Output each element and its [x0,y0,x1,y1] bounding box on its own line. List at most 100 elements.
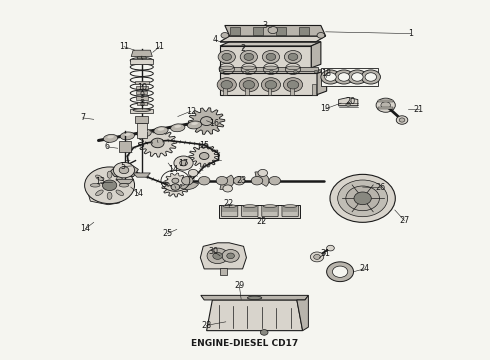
Text: 4: 4 [213,35,218,44]
Ellipse shape [116,190,123,195]
Ellipse shape [286,66,300,69]
Circle shape [287,81,299,89]
Ellipse shape [107,192,112,199]
Polygon shape [142,56,147,59]
Circle shape [327,245,334,251]
Circle shape [262,50,280,63]
Text: 23: 23 [236,176,246,185]
Polygon shape [138,129,177,157]
Text: 14: 14 [80,224,91,233]
Text: 17: 17 [178,158,189,167]
FancyBboxPatch shape [262,206,278,217]
Circle shape [332,266,348,277]
Text: 24: 24 [359,264,369,273]
Text: 25: 25 [162,229,172,238]
Circle shape [321,70,340,84]
Ellipse shape [103,134,118,142]
Text: 21: 21 [414,105,424,114]
Polygon shape [137,56,142,59]
Bar [136,96,148,100]
Text: 26: 26 [375,183,386,192]
Polygon shape [88,184,124,205]
Text: 19: 19 [320,104,331,113]
Text: 22: 22 [257,217,267,226]
Bar [220,268,227,275]
Text: 20: 20 [345,97,356,106]
Polygon shape [220,46,311,68]
Text: 31: 31 [320,249,331,258]
Bar [245,84,249,95]
Circle shape [199,153,209,159]
Ellipse shape [174,125,181,128]
Ellipse shape [116,175,123,181]
Ellipse shape [158,128,164,131]
Circle shape [180,160,187,166]
Ellipse shape [133,109,150,112]
Bar [268,84,271,95]
Circle shape [207,248,228,264]
Circle shape [223,185,233,192]
Circle shape [239,78,258,92]
Circle shape [113,162,135,178]
Circle shape [269,176,281,185]
Circle shape [217,78,236,92]
Circle shape [222,53,232,60]
Polygon shape [220,70,327,73]
Circle shape [222,249,239,262]
Ellipse shape [243,205,257,207]
Circle shape [174,156,193,170]
Bar [321,68,378,86]
Text: 29: 29 [234,281,245,290]
Circle shape [346,186,379,211]
Circle shape [258,170,268,176]
Bar [137,102,147,105]
Polygon shape [220,42,321,46]
Bar [119,141,131,152]
Text: 11: 11 [119,42,129,51]
Bar [137,123,147,138]
Circle shape [396,116,408,124]
Text: 27: 27 [399,216,410,225]
Ellipse shape [137,129,151,137]
Circle shape [171,184,180,190]
Circle shape [198,176,210,185]
Wedge shape [220,175,234,189]
Circle shape [330,174,395,222]
Bar [135,117,148,123]
Polygon shape [131,50,152,57]
Polygon shape [116,179,134,184]
Bar [290,84,294,95]
Polygon shape [220,36,326,42]
Circle shape [399,118,405,122]
Polygon shape [220,73,317,95]
Ellipse shape [283,205,297,207]
Circle shape [284,50,302,63]
Ellipse shape [242,66,256,69]
Polygon shape [165,173,186,188]
Text: 7: 7 [80,113,85,122]
Circle shape [352,73,363,81]
Text: ENGINE-DIESEL CD17: ENGINE-DIESEL CD17 [192,338,298,348]
Circle shape [102,180,117,190]
Text: 22: 22 [223,199,233,208]
Bar [378,107,393,109]
Text: 14: 14 [133,189,144,198]
Polygon shape [219,205,300,218]
Circle shape [220,70,224,73]
Text: 15: 15 [199,141,209,150]
Bar [253,27,263,35]
Circle shape [151,138,164,148]
Text: 13: 13 [95,177,105,186]
Bar [299,27,309,35]
Ellipse shape [264,66,278,69]
Circle shape [213,252,222,259]
Text: 16: 16 [209,119,219,128]
Text: 8: 8 [139,99,144,108]
Ellipse shape [171,124,185,132]
Circle shape [216,176,228,185]
Text: 5: 5 [120,162,125,171]
Ellipse shape [154,127,168,135]
Circle shape [85,167,135,204]
Text: 28: 28 [201,321,212,330]
Circle shape [245,70,249,73]
